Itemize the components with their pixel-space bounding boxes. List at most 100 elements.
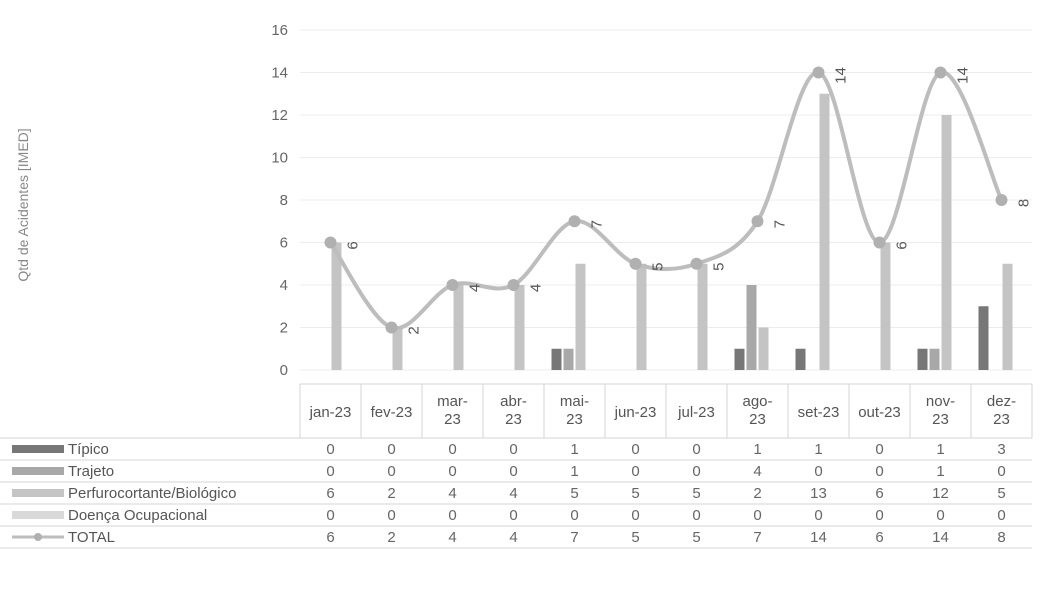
table-cell: 6 [875,529,883,546]
category-label: abr- [500,393,527,410]
category-label: nov- [926,393,955,410]
table-cell: 8 [997,529,1005,546]
table-cell: 3 [997,441,1005,458]
category-label: mai- [560,393,589,410]
total-point [812,66,825,79]
table-cell: 4 [509,485,517,502]
table-cell: 0 [692,507,700,524]
category-label: 23 [932,411,949,428]
bar [758,327,769,370]
category-label: 23 [444,411,461,428]
bar [978,306,989,370]
table-cell: 6 [875,485,883,502]
table-cell: 14 [932,529,949,546]
data-label: 14 [833,67,850,84]
y-tick-label: 8 [280,192,288,209]
bar [929,348,940,370]
legend-label: Doença Ocupacional [68,507,207,524]
category-label: jul-23 [677,404,715,421]
bar [331,242,342,370]
table-cell: 0 [692,463,700,480]
table-cell: 0 [509,441,517,458]
table-cell: 0 [997,463,1005,480]
table-cell: 0 [631,441,639,458]
table-cell: 0 [326,463,334,480]
category-label: fev-23 [371,404,413,421]
bar [941,115,952,370]
table-cell: 0 [387,441,395,458]
category-label: 23 [749,411,766,428]
table-cell: 7 [753,529,761,546]
category-label: jun-23 [614,404,657,421]
bar [453,285,464,370]
data-label: 8 [1016,199,1033,207]
table-cell: 4 [509,529,517,546]
bar [392,327,403,370]
table-cell: 0 [448,463,456,480]
table-cell: 6 [326,485,334,502]
y-tick-label: 4 [280,277,288,294]
table-cell: 1 [936,441,944,458]
bars [331,93,1013,370]
category-label: jan-23 [309,404,352,421]
legend-swatch [12,467,64,475]
table-cell: 1 [570,441,578,458]
y-tick-label: 14 [271,65,288,82]
total-point [446,279,459,291]
table-cell: 0 [875,507,883,524]
category-label: out-23 [858,404,901,421]
table-cell: 1 [753,441,761,458]
total-point [995,194,1008,206]
total-point [873,236,886,249]
bar [514,285,525,370]
category-label: mar- [437,393,468,410]
total-point [385,321,398,334]
data-label: 5 [650,263,667,271]
table-cell: 0 [509,463,517,480]
bar [1002,263,1013,370]
bar [636,263,647,370]
table-cell: 7 [570,529,578,546]
y-axis: 0 2 4 6 8 10 12 14 16 [271,22,288,379]
table-cell: 0 [997,507,1005,524]
total-point [629,257,642,270]
table-cell: 6 [326,529,334,546]
data-label: 4 [467,284,484,292]
total-point [507,279,520,291]
bar [575,263,586,370]
legend-swatch [12,445,64,453]
legend-label: TOTAL [68,529,115,546]
category-label: dez- [987,393,1016,410]
bar [917,348,928,370]
y-tick-label: 16 [271,22,288,39]
bar [819,93,830,370]
category-label: 23 [993,411,1010,428]
y-tick-label: 0 [280,362,288,379]
category-label: 23 [566,411,583,428]
table-cell: 12 [932,485,949,502]
y-tick-label: 10 [271,150,288,167]
table-cell: 0 [570,507,578,524]
y-tick-label: 6 [280,235,288,252]
table-cell: 5 [997,485,1005,502]
table-cell: 0 [387,507,395,524]
data-label: 6 [345,241,362,249]
table-cell: 0 [875,441,883,458]
table-cell: 1 [936,463,944,480]
bar [734,348,745,370]
table-cell: 5 [692,529,700,546]
data-label: 6 [894,241,911,249]
table-cell: 0 [753,507,761,524]
table-cell: 0 [448,441,456,458]
table-cell: 4 [753,463,761,480]
data-label: 5 [711,263,728,271]
y-tick-label: 2 [280,320,288,337]
table-cell: 0 [814,507,822,524]
bar [551,348,562,370]
table-cell: 14 [810,529,827,546]
bar [746,285,757,370]
bar [795,348,806,370]
table-cell: 13 [810,485,827,502]
